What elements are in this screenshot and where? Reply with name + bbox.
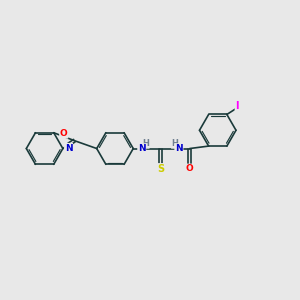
Text: H: H [142,139,149,148]
Text: H: H [172,139,178,148]
Text: O: O [60,129,68,138]
Text: S: S [157,164,164,174]
Text: I: I [236,101,239,111]
Text: N: N [175,144,183,153]
Text: N: N [138,144,146,153]
Text: O: O [186,164,194,173]
Text: N: N [65,144,72,153]
